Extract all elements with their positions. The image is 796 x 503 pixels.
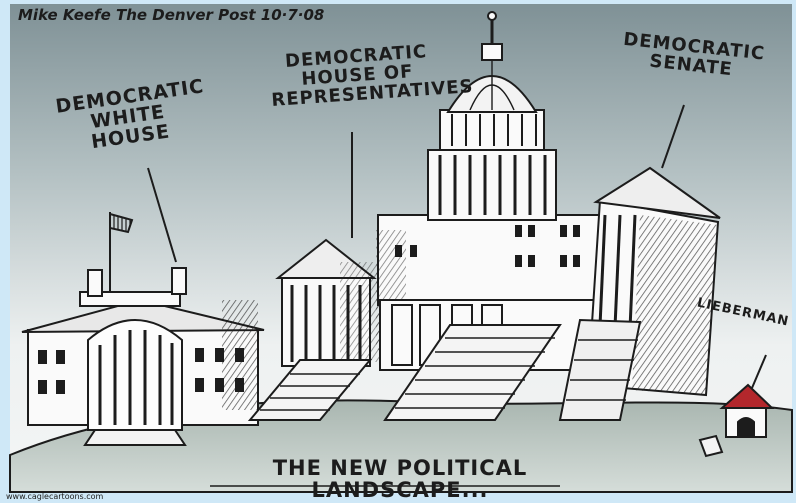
cartoon-caption: The New Political Landscape... bbox=[272, 456, 528, 503]
white-house-drawing bbox=[21, 212, 265, 446]
house-wing-drawing bbox=[247, 238, 380, 421]
senate-wing-drawing bbox=[558, 166, 721, 421]
doghouse-drawing bbox=[698, 383, 775, 458]
artist-signature: Mike Keefe The Denver Post 10·7·08 bbox=[18, 6, 325, 24]
pointer-lines bbox=[147, 104, 767, 389]
house-label: Democratic House of Representatives bbox=[270, 41, 475, 111]
capitol-building-drawing bbox=[376, 11, 601, 421]
flag-icon bbox=[109, 212, 134, 234]
credit-link[interactable]: www.caglecartoons.com bbox=[6, 492, 104, 501]
